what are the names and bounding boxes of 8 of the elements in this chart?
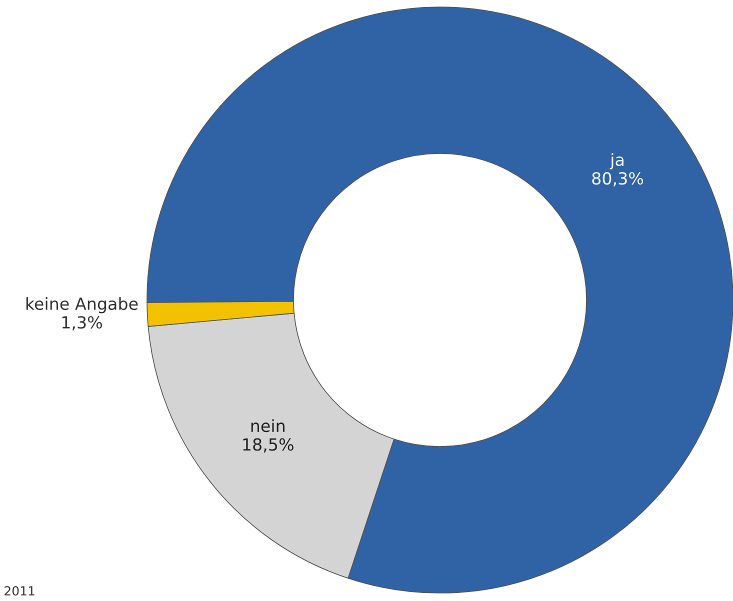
slice-label: nein [251,419,284,432]
slice-label: keine Angabe [26,297,138,314]
text: 2011 [4,586,34,596]
donut-slice [146,6,733,594]
slice-label: ja [610,153,624,170]
data-label: 18,5% [243,438,294,452]
data-label: 1,3% [62,316,102,330]
data-label: 80,3% [592,172,644,186]
